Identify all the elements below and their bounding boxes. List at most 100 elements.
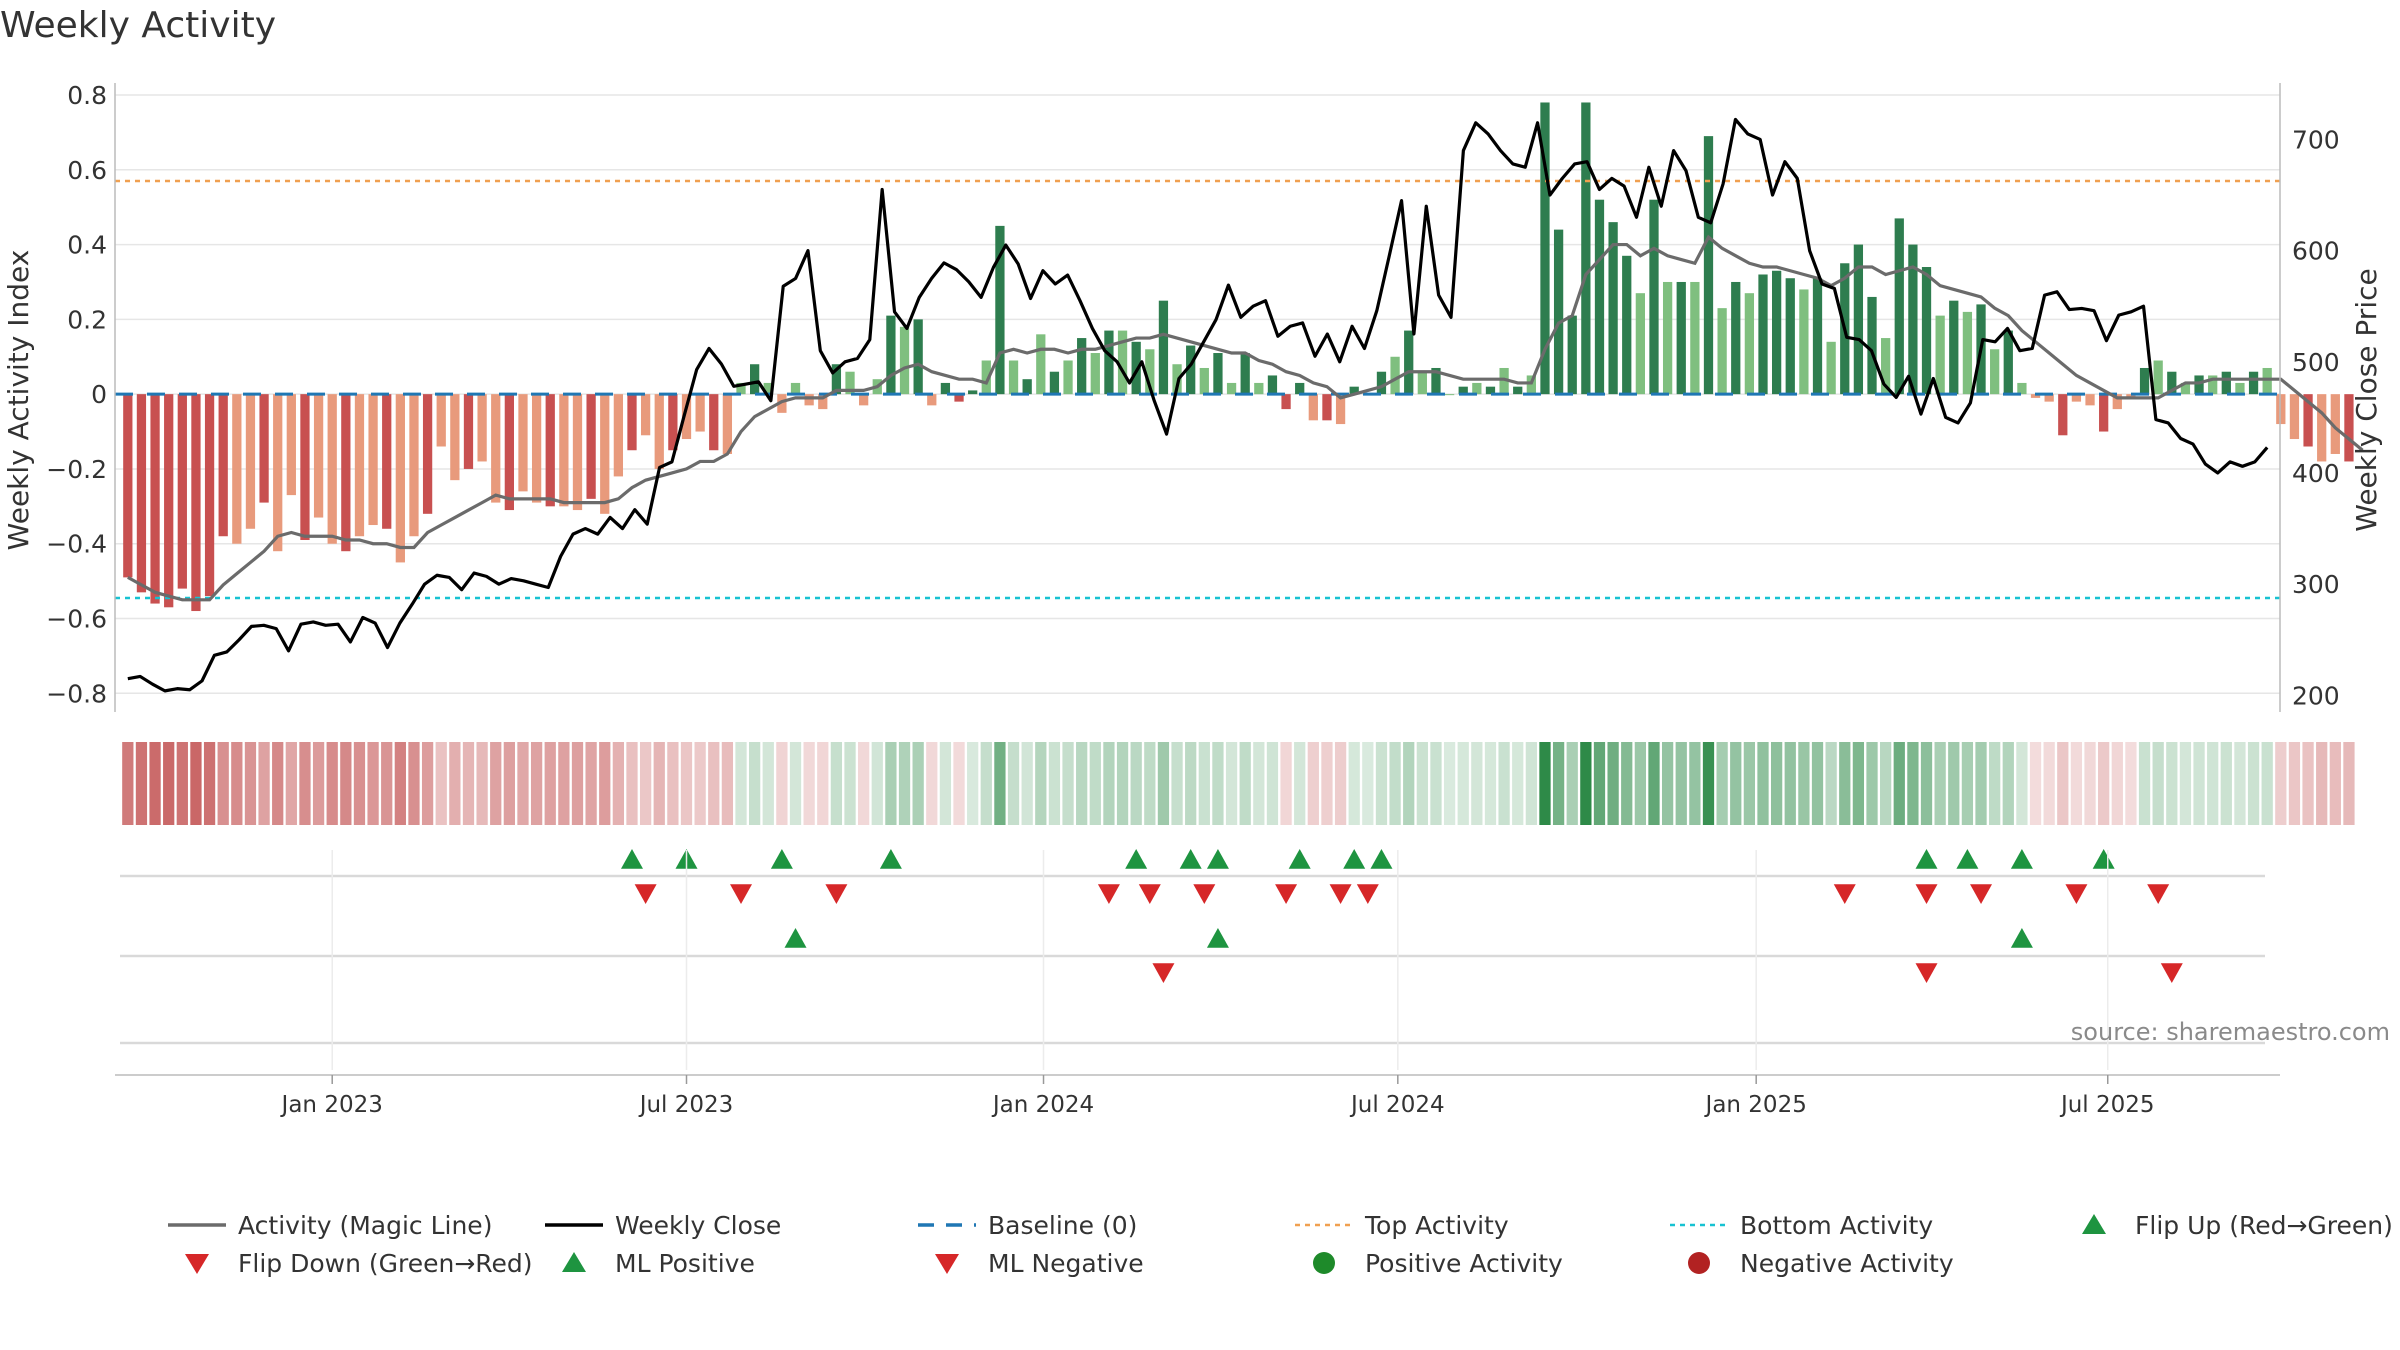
magic-line-series (127, 234, 2364, 602)
heat-cell (503, 742, 515, 825)
activity-bar (1240, 353, 1250, 395)
flip-up-marker (879, 849, 902, 869)
legend-item: Activity (Magic Line) (168, 1211, 492, 1240)
activity-bar (722, 394, 733, 454)
flip-up-marker (1288, 849, 1311, 869)
flip-up-marker (770, 849, 793, 869)
activity-bar (1935, 315, 1945, 395)
activity-bar (491, 394, 501, 503)
heat-cell (1076, 742, 1088, 825)
legend-label: ML Positive (615, 1249, 755, 1278)
heat-cell (272, 742, 284, 825)
heat-cell (1198, 742, 1210, 825)
flip-up-marker (1125, 849, 1148, 869)
legend-label: Baseline (0) (988, 1211, 1137, 1240)
y-tick-right-label: 500 (2292, 348, 2340, 377)
activity-bar (300, 394, 310, 540)
heat-cell (762, 742, 774, 825)
heat-cell (817, 742, 829, 825)
heat-cell (203, 742, 216, 825)
activity-bar (218, 394, 228, 537)
activity-bar (436, 394, 446, 447)
heat-cell (926, 742, 938, 825)
heat-cell (1103, 742, 1115, 825)
activity-bar (2248, 371, 2259, 395)
line-series (115, 117, 2364, 693)
activity-bar (804, 394, 814, 406)
heat-cell (571, 742, 584, 825)
heat-cell (2302, 742, 2314, 825)
activity-bar (273, 394, 283, 552)
activity-bar (1417, 371, 1427, 395)
heat-cell (449, 742, 461, 825)
activity-bar (1036, 334, 1046, 395)
activity-bar (1158, 300, 1169, 395)
heat-cell (912, 742, 924, 825)
heat-cell (994, 742, 1006, 825)
ml-negative-marker (1152, 963, 1175, 983)
heat-cell (667, 742, 679, 825)
activity-bar (709, 394, 719, 451)
activity-bar (204, 394, 215, 597)
heat-cell (2247, 742, 2260, 825)
heat-cell (244, 742, 257, 825)
activity-bar (1540, 102, 1550, 395)
heat-cell (2070, 742, 2083, 825)
legend-item: Top Activity (1295, 1211, 1509, 1240)
activity-bar (136, 394, 147, 593)
heat-cell (1403, 742, 1415, 825)
heat-cell (1239, 742, 1251, 825)
activity-bar (2058, 394, 2068, 436)
activity-bar (1553, 229, 1564, 395)
legend-swatch-circle (1688, 1252, 1710, 1274)
activity-bar (164, 394, 174, 608)
activity-bar (2180, 382, 2191, 395)
activity-bar (586, 394, 596, 499)
heat-cell (858, 742, 870, 825)
legend-swatch-circle (1313, 1252, 1335, 1274)
activity-bar (1308, 394, 1318, 421)
activity-bar (2344, 394, 2354, 462)
activity-bar (1513, 386, 1523, 395)
heat-cell (639, 742, 652, 825)
weekly-close-series (127, 117, 2269, 693)
heat-cell (2029, 742, 2042, 825)
activity-bar (913, 319, 923, 395)
legend: Activity (Magic Line) Weekly Close Baselin… (168, 1211, 2393, 1278)
activity-bar (886, 315, 896, 395)
heat-cell (1798, 742, 1810, 825)
heat-cell (2043, 742, 2055, 825)
y-axis-right-label: Weekly Close Price (2350, 268, 2383, 531)
activity-bar (1826, 341, 1836, 395)
activity-bar (981, 360, 991, 395)
heat-cell (1893, 742, 1905, 825)
heat-cell (367, 742, 379, 825)
activity-bar (1376, 371, 1387, 395)
activity-bar (1567, 315, 1577, 395)
heat-cell (1321, 742, 1333, 825)
heat-cell (776, 742, 788, 825)
activity-bar (313, 394, 324, 518)
heat-cell (490, 742, 502, 825)
flip-down-marker (1097, 884, 1120, 904)
activity-bar (1472, 382, 1482, 395)
activity-bar (1485, 386, 1496, 395)
y-tick-left-label: 0 (91, 380, 107, 409)
y-tick-right-label: 700 (2292, 125, 2340, 154)
flip-down-marker (1356, 884, 1379, 904)
heat-cell (1975, 742, 1987, 825)
x-tick-label: Jul 2024 (1349, 1092, 1445, 1118)
heat-cell (749, 742, 761, 825)
activity-bar (845, 371, 855, 395)
activity-bar (2303, 394, 2313, 447)
activity-bar (1213, 353, 1223, 395)
ml-positive-marker (784, 928, 807, 948)
flip-down-marker (1833, 884, 1856, 904)
activity-bar (2167, 371, 2177, 395)
activity-bar (327, 394, 337, 544)
activity-bar (1145, 349, 1155, 395)
activity-bar (1744, 293, 1755, 395)
heat-cell (1089, 742, 1101, 825)
heat-cell (653, 742, 665, 825)
activity-bar (1458, 386, 1468, 395)
